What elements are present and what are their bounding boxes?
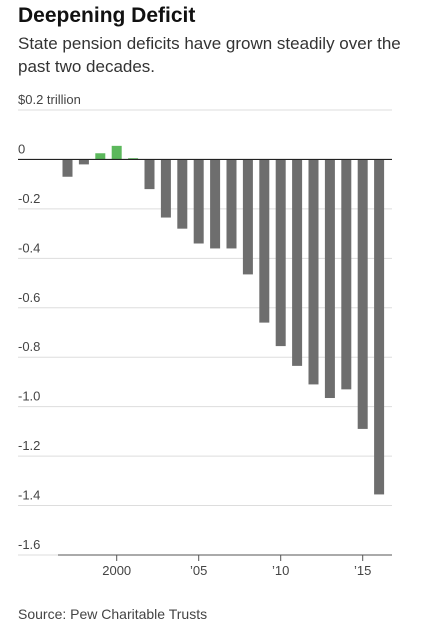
bar-2005 (193, 159, 204, 244)
axes (18, 158, 392, 561)
bar-2008 (242, 159, 253, 275)
bar-2007 (226, 159, 237, 249)
y-tick-label: -1.2 (18, 438, 40, 453)
bar-2012 (308, 159, 319, 385)
bar-2016 (374, 159, 385, 495)
y-tick-label: -1.6 (18, 537, 40, 552)
bar-chart: $0.2 trillion 0 -0.2 -0.4 -0.6 -0.8 -1.0 -1.2 -1… (18, 92, 392, 578)
bar-1998 (78, 159, 89, 165)
x-tick-label: ’05 (190, 563, 207, 578)
y-tick-label: -0.4 (18, 240, 40, 255)
bar-2006 (210, 159, 221, 249)
bar-2004 (177, 159, 188, 229)
bar-2013 (324, 159, 335, 399)
bar-2000 (111, 145, 122, 160)
bar-1999 (95, 153, 106, 160)
y-tick-label: -0.8 (18, 339, 40, 354)
y-axis-labels: $0.2 trillion 0 -0.2 -0.4 -0.6 -0.8 -1.0 -1.2 -1… (18, 92, 81, 552)
x-tick-label: ’15 (354, 563, 371, 578)
x-tick-label: 2000 (102, 563, 131, 578)
bar-2001 (128, 158, 139, 160)
bar-2011 (292, 159, 303, 366)
x-tick-label: ’10 (272, 563, 289, 578)
gridlines (18, 109, 392, 556)
bar-2009 (259, 159, 270, 323)
bar-2014 (341, 159, 352, 390)
bar-2010 (275, 159, 286, 347)
bar-2002 (144, 159, 155, 190)
chart-title: Deepening Deficit (18, 4, 196, 27)
bars (62, 145, 385, 495)
bar-2003 (160, 159, 171, 218)
y-tick-label: -1.0 (18, 389, 40, 404)
y-tick-label: -0.6 (18, 290, 40, 305)
chart-subtitle: State pension deficits have grown steadi… (18, 34, 401, 76)
y-tick-label: 0 (18, 141, 25, 156)
source-note: Source: Pew Charitable Trusts (18, 606, 208, 622)
y-tick-label: $0.2 trillion (18, 92, 81, 107)
x-axis-labels: 2000 ’05 ’10 ’15 (102, 563, 371, 578)
y-tick-label: -0.2 (18, 191, 40, 206)
y-tick-label: -1.4 (18, 488, 40, 503)
bar-2015 (357, 159, 368, 429)
bar-1997 (62, 159, 73, 177)
